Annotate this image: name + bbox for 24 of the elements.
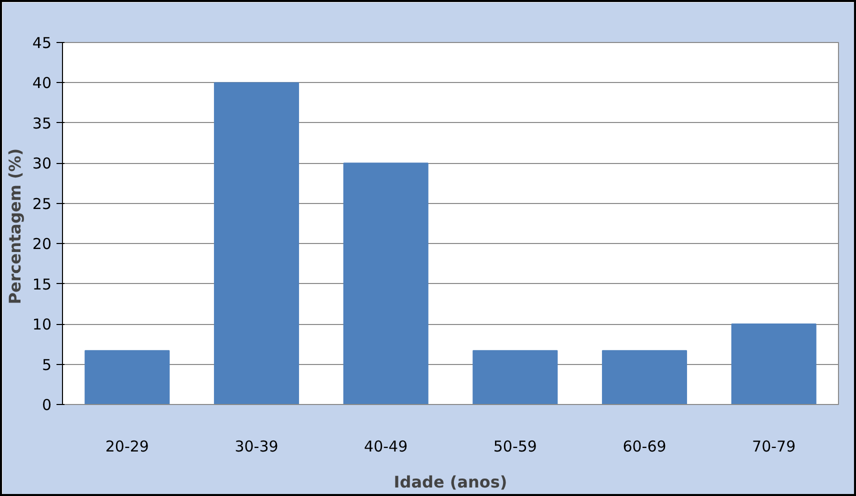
bar <box>472 350 558 404</box>
y-tick-label: 5 <box>42 356 52 374</box>
y-tick-label: 0 <box>42 396 52 414</box>
x-tick-label: 60-69 <box>622 438 666 456</box>
y-tick-label: 20 <box>32 235 52 254</box>
y-tick-label: 40 <box>32 74 52 92</box>
y-tick-label: 35 <box>32 114 52 132</box>
bar <box>731 324 816 404</box>
x-axis-title: Idade (anos) <box>394 472 508 492</box>
bar <box>84 350 170 404</box>
x-tick-label: 40-49 <box>364 438 408 456</box>
x-tick-label: 50-59 <box>493 438 537 456</box>
bar <box>214 82 300 404</box>
x-tick-label: 20-29 <box>105 438 149 456</box>
y-tick-label: 15 <box>32 275 52 294</box>
y-tick-label: 30 <box>32 154 52 173</box>
x-tick-label: 30-39 <box>234 438 278 456</box>
bar <box>602 350 688 404</box>
y-tick-label: 25 <box>32 194 52 213</box>
bar <box>343 162 428 404</box>
y-tick-label: 45 <box>32 34 52 52</box>
x-tick-label: 70-79 <box>752 438 796 456</box>
y-axis-title: Percentagem (%) <box>5 148 24 304</box>
y-tick-label: 10 <box>32 316 52 334</box>
